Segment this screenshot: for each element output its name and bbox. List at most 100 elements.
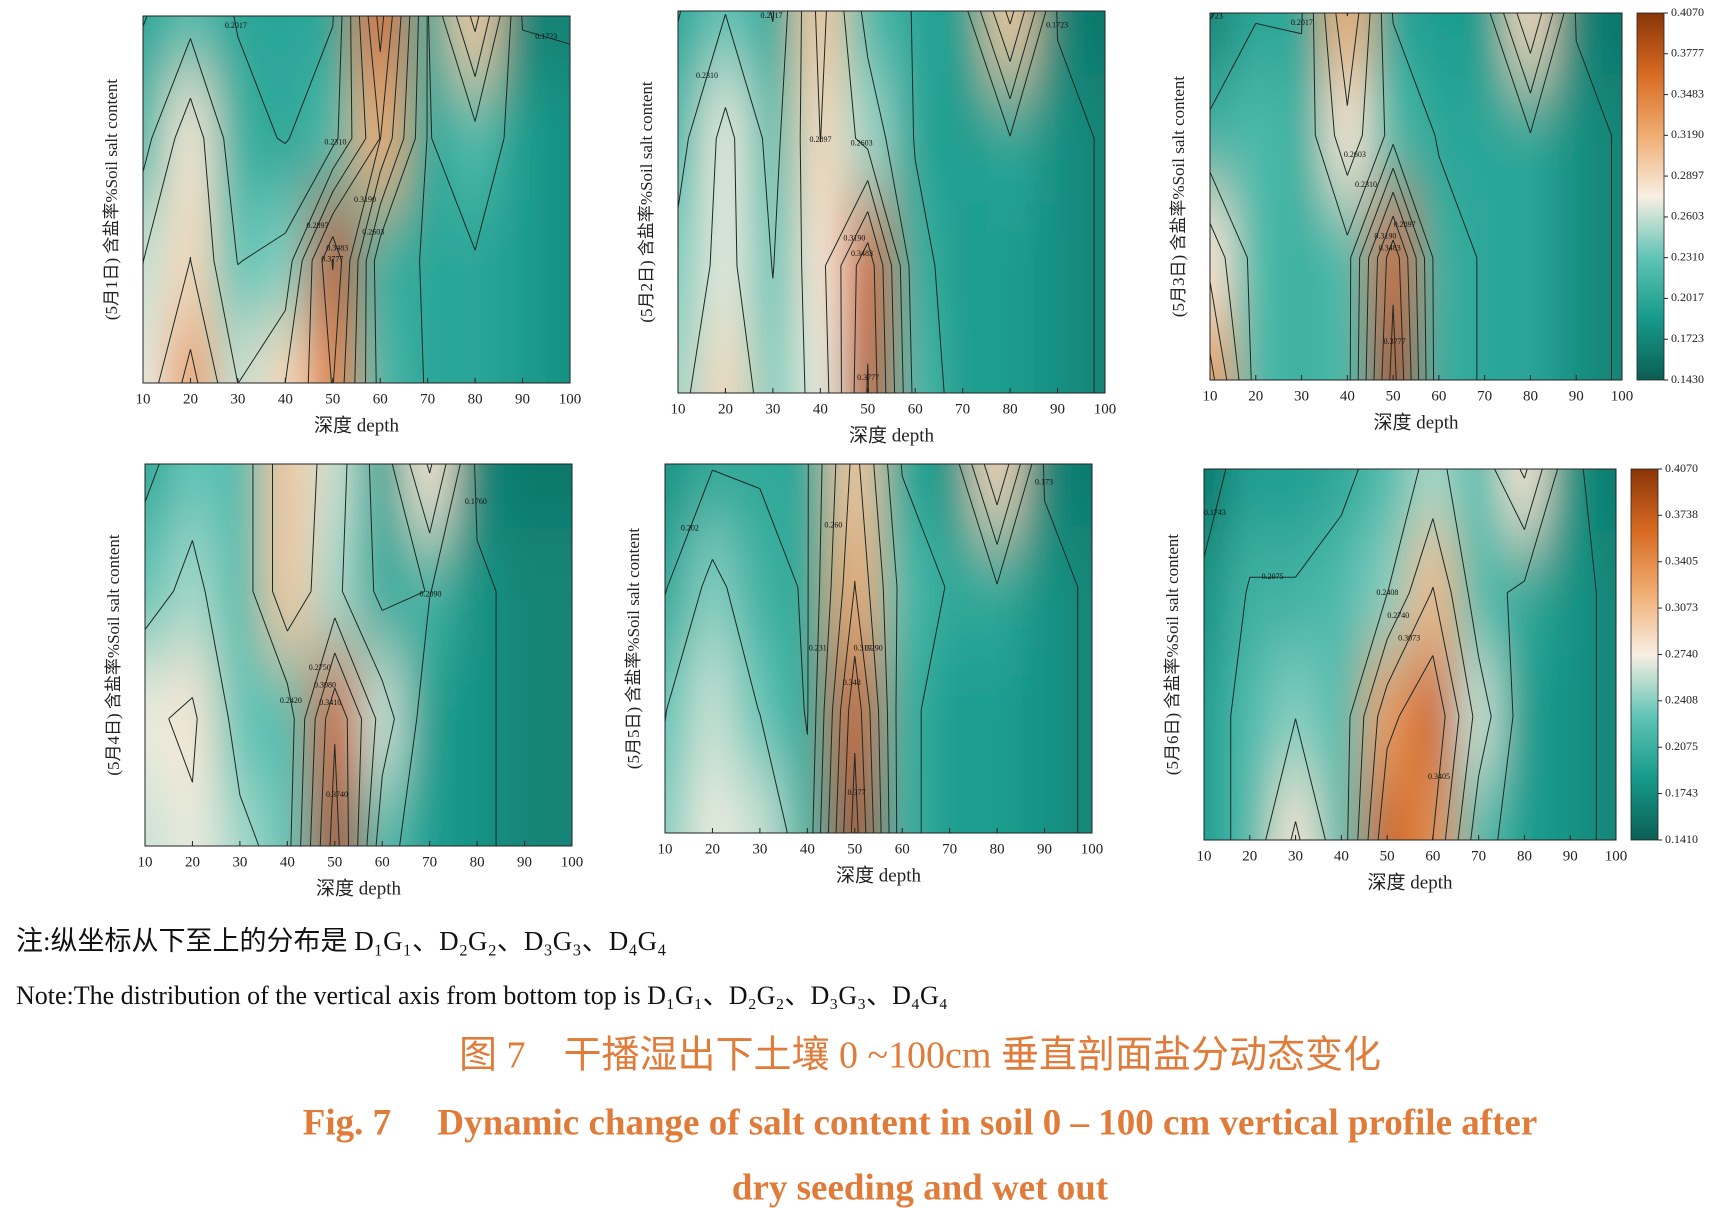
contour-line — [319, 687, 349, 846]
plot-frame — [1209, 12, 1623, 381]
contour-label: 0.377 — [847, 788, 865, 797]
heat-cell — [1364, 469, 1411, 532]
heat-cell — [263, 782, 312, 846]
heat-cell — [1501, 778, 1548, 840]
x-tick-label: 90 — [1037, 841, 1052, 857]
heat-cell — [1461, 13, 1509, 75]
heat-cell — [168, 655, 217, 783]
heat-cell — [1455, 469, 1503, 532]
x-tick-label: 70 — [422, 854, 437, 870]
colorbar-tick-label: 0.2897 — [1671, 168, 1704, 182]
colorbar-tick-label: 0.2075 — [1665, 739, 1698, 753]
heat-cell — [358, 527, 407, 656]
heat-cell — [214, 321, 263, 383]
heat-cell — [311, 464, 359, 529]
heat-cell — [701, 329, 750, 393]
heat-cell — [1324, 13, 1371, 75]
heat-cell — [1272, 530, 1319, 655]
contour-label: 0.3190 — [843, 233, 865, 242]
heat-cell — [145, 464, 170, 529]
contour-line — [665, 464, 1033, 833]
contour-line — [309, 652, 363, 846]
x-tick-label: 50 — [325, 391, 340, 407]
contour-line — [145, 464, 447, 846]
colorbar-tick-label: 0.2603 — [1671, 209, 1704, 223]
plot-frame — [1203, 468, 1617, 841]
heat-cell — [665, 648, 690, 772]
heat-cell — [403, 16, 452, 78]
contour-line — [1210, 13, 1412, 380]
contour-label: 0.3483 — [1379, 244, 1401, 253]
y-axis-label: (5月6日) 含盐率%Soil salt content — [1163, 534, 1182, 776]
x-tick-label: 80 — [990, 841, 1005, 857]
heat-cell — [1272, 469, 1319, 532]
contour-line — [1210, 13, 1565, 380]
x-tick-label: 10 — [1197, 848, 1212, 864]
x-tick-label: 40 — [1334, 848, 1349, 864]
heat-cell — [261, 16, 310, 78]
x-tick-label: 90 — [1563, 848, 1578, 864]
heat-cell — [261, 77, 310, 200]
heat-cell — [1324, 74, 1371, 197]
contour-line — [1367, 586, 1460, 840]
x-tick-label: 30 — [1288, 848, 1303, 864]
heat-cell — [1599, 318, 1622, 380]
x-tick-label: 70 — [955, 401, 970, 417]
heat-cell — [1226, 654, 1274, 779]
heat-cell — [925, 464, 974, 526]
x-tick-label: 100 — [1081, 841, 1104, 857]
heat-cell — [358, 782, 407, 846]
heat-cell — [1507, 74, 1554, 197]
heat-cell — [688, 525, 737, 649]
heat-cell — [925, 525, 974, 649]
x-tick-label: 70 — [942, 841, 957, 857]
x-tick-label: 80 — [1523, 388, 1538, 404]
heat-cell — [451, 77, 500, 200]
x-tick-label: 100 — [1605, 848, 1628, 864]
contour-line — [820, 464, 1010, 833]
contour-label: 0.319 — [854, 643, 872, 652]
heat-cell — [1068, 464, 1092, 526]
contour-line — [853, 242, 878, 393]
heat-cell — [1501, 530, 1548, 655]
heat-cell — [1553, 196, 1600, 320]
plot-frame — [664, 463, 1093, 834]
heat-cell — [938, 202, 987, 330]
x-tick-label: 80 — [1003, 401, 1018, 417]
colorbar — [1630, 468, 1659, 841]
heat-cell — [1278, 196, 1325, 320]
contour-line — [843, 655, 867, 833]
heat-cell — [678, 11, 703, 76]
heat-cell — [216, 782, 265, 846]
heat-cell — [453, 655, 502, 783]
x-axis-label: 深度 depth — [316, 877, 401, 899]
contour-line — [689, 11, 1026, 393]
heat-cell — [168, 464, 217, 529]
colorbar-tick-label: 0.2408 — [1665, 693, 1698, 707]
heat-cell — [1318, 530, 1365, 655]
heat-cell — [1210, 13, 1234, 75]
heat-cell — [311, 782, 359, 846]
colorbar-tick-label: 0.2740 — [1665, 646, 1698, 660]
x-tick-label: 100 — [1611, 388, 1634, 404]
heat-cell — [1204, 778, 1228, 840]
colorbar-tick-label: 0.1410 — [1665, 832, 1698, 846]
contour-line — [1210, 13, 1543, 380]
contour-label: 0.2897 — [306, 221, 328, 230]
x-tick-label: 60 — [1425, 848, 1440, 864]
heat-cell — [453, 782, 502, 846]
heat-cell — [166, 16, 215, 78]
contour-line — [850, 753, 859, 833]
x-tick-label: 100 — [559, 391, 582, 407]
x-tick-label: 20 — [183, 391, 198, 407]
heat-cell — [358, 464, 407, 529]
heat-cell — [145, 527, 170, 656]
heat-cell — [1033, 329, 1082, 393]
heat-cell — [1232, 318, 1280, 380]
y-axis-label: (5月3日) 含盐率%Soil salt content — [1169, 76, 1188, 318]
x-tick-label: 70 — [420, 391, 435, 407]
contour-line — [143, 16, 501, 383]
heat-cell — [216, 464, 265, 529]
contour-line — [1389, 304, 1397, 380]
heat-cell — [1020, 525, 1069, 649]
